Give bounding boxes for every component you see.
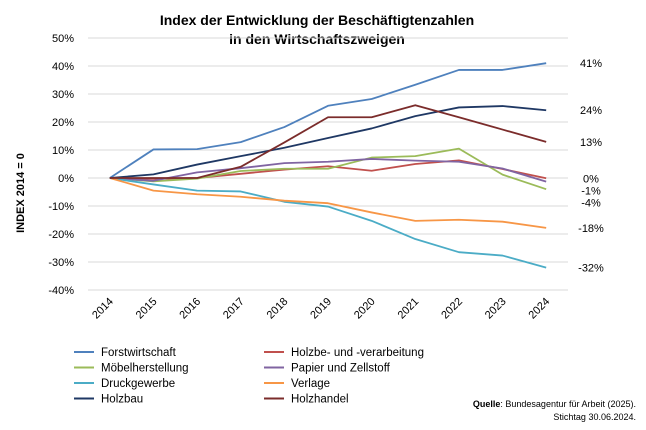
- gridlines: [88, 37, 568, 291]
- y-axis-label: INDEX 2014 = 0: [15, 153, 27, 233]
- end-value-label: 13%: [580, 137, 602, 149]
- x-tick-label: 2022: [439, 296, 465, 322]
- legend-label: Forstwirtschaft: [101, 347, 177, 359]
- source-line-1: Quelle: Bundesagentur für Arbeit (2025).: [473, 399, 636, 409]
- series-line-holzhandel: [109, 104, 547, 179]
- legend-item: Möbelherstellung: [74, 363, 189, 375]
- legend-label: Druckgewerbe: [101, 378, 175, 390]
- series-line-holzbau: [109, 105, 547, 179]
- series-line-forstwirtschaft: [109, 62, 547, 179]
- x-tick-label: 2021: [396, 296, 422, 322]
- source-line-2: Stichtag 30.06.2024.: [553, 412, 636, 422]
- x-axis-ticks: 2014 2015 2016 2017 2018 2019 2020 2021 2022 2023…: [90, 296, 552, 322]
- legend-label: Papier und Zellstoff: [291, 363, 391, 375]
- chart-title-line-2: in den Wirtschaftszweigen: [229, 31, 405, 47]
- x-tick-label: 2018: [265, 296, 291, 322]
- source-label: Quelle: [473, 399, 501, 409]
- legend-item: Forstwirtschaft: [74, 347, 177, 359]
- x-tick-label: 2020: [352, 296, 378, 322]
- series-line-möbelherstellung: [109, 147, 547, 191]
- x-tick-label: 2019: [308, 296, 334, 322]
- x-tick-label: 2017: [221, 296, 247, 322]
- end-value-labels: 41% 24% 13% 0%-1%-4% -18% -32%: [578, 58, 604, 274]
- legend-item: Holzhandel: [264, 394, 349, 406]
- source-text: : Bundesagentur für Arbeit (2025).: [500, 399, 636, 409]
- y-tick-label: 0%: [58, 173, 74, 185]
- y-tick-label: 30%: [52, 89, 74, 101]
- y-tick-label: 10%: [52, 145, 74, 157]
- end-value-label: -1%: [581, 185, 601, 197]
- legend-item: Holzbau: [74, 394, 143, 406]
- series-line-druckgewerbe: [109, 177, 547, 269]
- y-tick-label: -10%: [48, 201, 74, 213]
- legend-label: Möbelherstellung: [101, 363, 189, 375]
- legend-label: Verlage: [291, 378, 330, 390]
- series-line-verlage: [109, 177, 547, 229]
- legend-label: Holzhandel: [291, 394, 349, 406]
- x-tick-label: 2024: [527, 296, 553, 322]
- y-tick-label: -30%: [48, 257, 74, 269]
- end-value-label: -32%: [578, 263, 604, 275]
- y-tick-label: -40%: [48, 285, 74, 297]
- legend-label: Holzbau: [101, 394, 143, 406]
- end-value-label: 0%: [583, 173, 599, 185]
- series-lines: [109, 62, 547, 269]
- end-value-label: 41%: [580, 58, 602, 70]
- x-tick-label: 2014: [90, 296, 116, 322]
- y-tick-label: 20%: [52, 117, 74, 129]
- y-tick-label: -20%: [48, 229, 74, 241]
- end-value-label: 24%: [580, 105, 602, 117]
- chart-title-line-1: Index der Entwicklung der Beschäftigtenz…: [160, 12, 474, 28]
- legend: Forstwirtschaft Holzbe- und -verarbeitung…: [74, 347, 424, 406]
- legend-item: Druckgewerbe: [74, 378, 175, 390]
- x-tick-label: 2016: [177, 296, 203, 322]
- series-line-papier-und-zellstoff: [109, 158, 547, 183]
- y-axis-ticks: -40% -30% -20% -10% 0% 10% 20% 30% 40% 50%: [48, 33, 74, 297]
- y-tick-label: 40%: [52, 61, 74, 73]
- x-tick-label: 2023: [483, 296, 509, 322]
- y-tick-label: 50%: [52, 33, 74, 45]
- end-value-label: -18%: [578, 223, 604, 235]
- legend-item: Papier und Zellstoff: [264, 363, 391, 375]
- x-tick-label: 2015: [134, 296, 160, 322]
- end-value-label: -4%: [581, 197, 601, 209]
- legend-item: Verlage: [264, 378, 330, 390]
- legend-item: Holzbe- und -verarbeitung: [264, 347, 424, 359]
- legend-label: Holzbe- und -verarbeitung: [291, 347, 424, 359]
